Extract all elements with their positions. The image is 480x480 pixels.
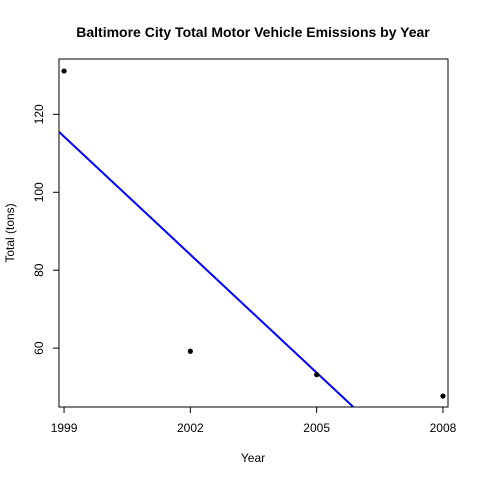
data-point xyxy=(314,372,320,378)
y-tick-label: 60 xyxy=(32,341,46,355)
y-axis-label: Total (tons) xyxy=(3,203,17,262)
data-point xyxy=(187,348,193,354)
y-tick-label: 80 xyxy=(32,263,46,277)
plot-frame xyxy=(58,58,449,408)
data-points xyxy=(61,68,446,399)
x-tick-label: 2005 xyxy=(303,421,330,435)
y-axis: 60 80 100 120 xyxy=(32,104,59,355)
data-point xyxy=(61,68,67,74)
x-tick-label: 2002 xyxy=(177,421,204,435)
y-tick-label: 120 xyxy=(32,104,46,124)
x-tick-label: 2008 xyxy=(430,421,457,435)
y-tick-label: 100 xyxy=(32,182,46,202)
x-axis: 1999 2002 2005 2008 xyxy=(51,407,457,435)
x-tick-label: 1999 xyxy=(51,421,78,435)
data-point xyxy=(440,393,446,399)
x-axis-label: Year xyxy=(241,451,265,465)
regression-line xyxy=(59,131,355,407)
chart-title: Baltimore City Total Motor Vehicle Emiss… xyxy=(76,24,430,40)
